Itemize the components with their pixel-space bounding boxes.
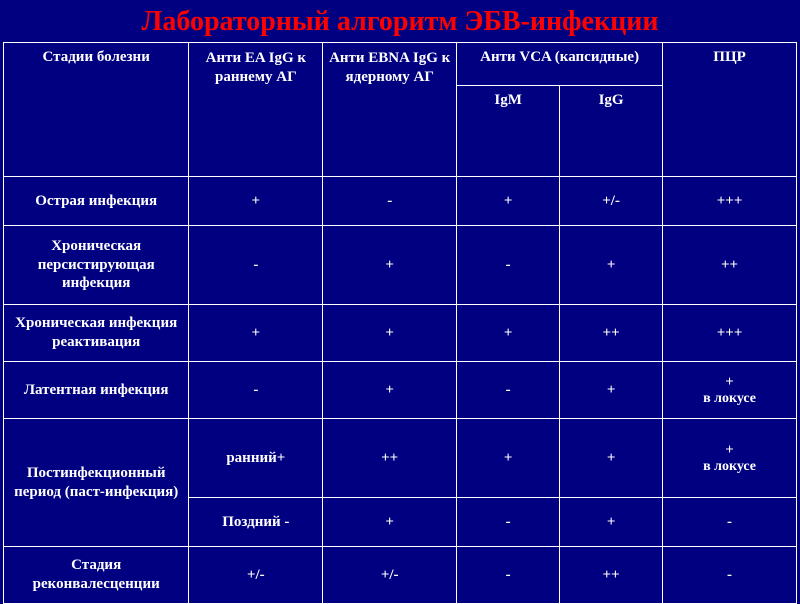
cell-pcr: + в локусе	[663, 419, 797, 498]
cell-igg: ++	[560, 305, 663, 362]
cell-ebna: +/-	[323, 547, 457, 604]
table-row: Хроническая инфекция реактивация + + + +…	[4, 305, 797, 362]
cell-pcr: -	[663, 498, 797, 547]
table-row: Латентная инфекция - + - + + в локусе	[4, 362, 797, 419]
header-pcr: ПЦР	[663, 43, 797, 177]
cell-igm: -	[457, 547, 560, 604]
cell-igg: +	[560, 362, 663, 419]
cell-ea: +/-	[189, 547, 323, 604]
cell-ea: -	[189, 226, 323, 305]
cell-igm: -	[457, 498, 560, 547]
cell-ebna: +	[323, 362, 457, 419]
cell-pcr-note: в локусе	[665, 459, 794, 475]
cell-ea: Поздний -	[189, 498, 323, 547]
cell-ebna: -	[323, 177, 457, 226]
cell-ebna: ++	[323, 419, 457, 498]
cell-stage: Хроническая персистирующая инфекция	[4, 226, 189, 305]
cell-stage: Хроническая инфекция реактивация	[4, 305, 189, 362]
cell-igg: +/-	[560, 177, 663, 226]
cell-ebna: +	[323, 226, 457, 305]
table-row: Стадия реконвалесценции +/- +/- - ++ -	[4, 547, 797, 604]
cell-ea: +	[189, 305, 323, 362]
header-ebna: Анти EBNA IgG к ядерному АГ	[323, 43, 457, 177]
header-igm: IgM	[457, 86, 560, 177]
cell-pcr-value: +	[665, 442, 794, 459]
table-row: Хроническая персистирующая инфекция - + …	[4, 226, 797, 305]
cell-igg: +	[560, 498, 663, 547]
cell-pcr: +++	[663, 305, 797, 362]
header-ea: Анти EA IgG к раннему АГ	[189, 43, 323, 177]
cell-stage: Латентная инфекция	[4, 362, 189, 419]
page-title: Лабораторный алгоритм ЭБВ-инфекции	[0, 0, 800, 42]
cell-pcr: -	[663, 547, 797, 604]
cell-pcr: +++	[663, 177, 797, 226]
table-row: Постинфекционный период (паст-инфекция) …	[4, 419, 797, 498]
cell-stage: Постинфекционный период (паст-инфекция)	[4, 419, 189, 547]
cell-pcr-value: +	[665, 374, 794, 391]
cell-igm: +	[457, 419, 560, 498]
header-igg: IgG	[560, 86, 663, 177]
cell-pcr: + в локусе	[663, 362, 797, 419]
cell-igm: -	[457, 362, 560, 419]
cell-ebna: +	[323, 305, 457, 362]
cell-pcr-note: в локусе	[665, 391, 794, 407]
cell-igm: -	[457, 226, 560, 305]
cell-ea: +	[189, 177, 323, 226]
cell-igg: +	[560, 226, 663, 305]
cell-stage: Острая инфекция	[4, 177, 189, 226]
cell-pcr: ++	[663, 226, 797, 305]
cell-igm: +	[457, 305, 560, 362]
header-vca: Анти VCA (капсидные)	[457, 43, 663, 86]
cell-igg: +	[560, 419, 663, 498]
table-row: Острая инфекция + - + +/- +++	[4, 177, 797, 226]
cell-stage: Стадия реконвалесценции	[4, 547, 189, 604]
header-stage: Стадии болезни	[4, 43, 189, 177]
algorithm-table: Стадии болезни Анти EA IgG к раннему АГ …	[3, 42, 797, 604]
cell-ea: -	[189, 362, 323, 419]
cell-ebna: +	[323, 498, 457, 547]
cell-ea: ранний+	[189, 419, 323, 498]
cell-igm: +	[457, 177, 560, 226]
cell-igg: ++	[560, 547, 663, 604]
